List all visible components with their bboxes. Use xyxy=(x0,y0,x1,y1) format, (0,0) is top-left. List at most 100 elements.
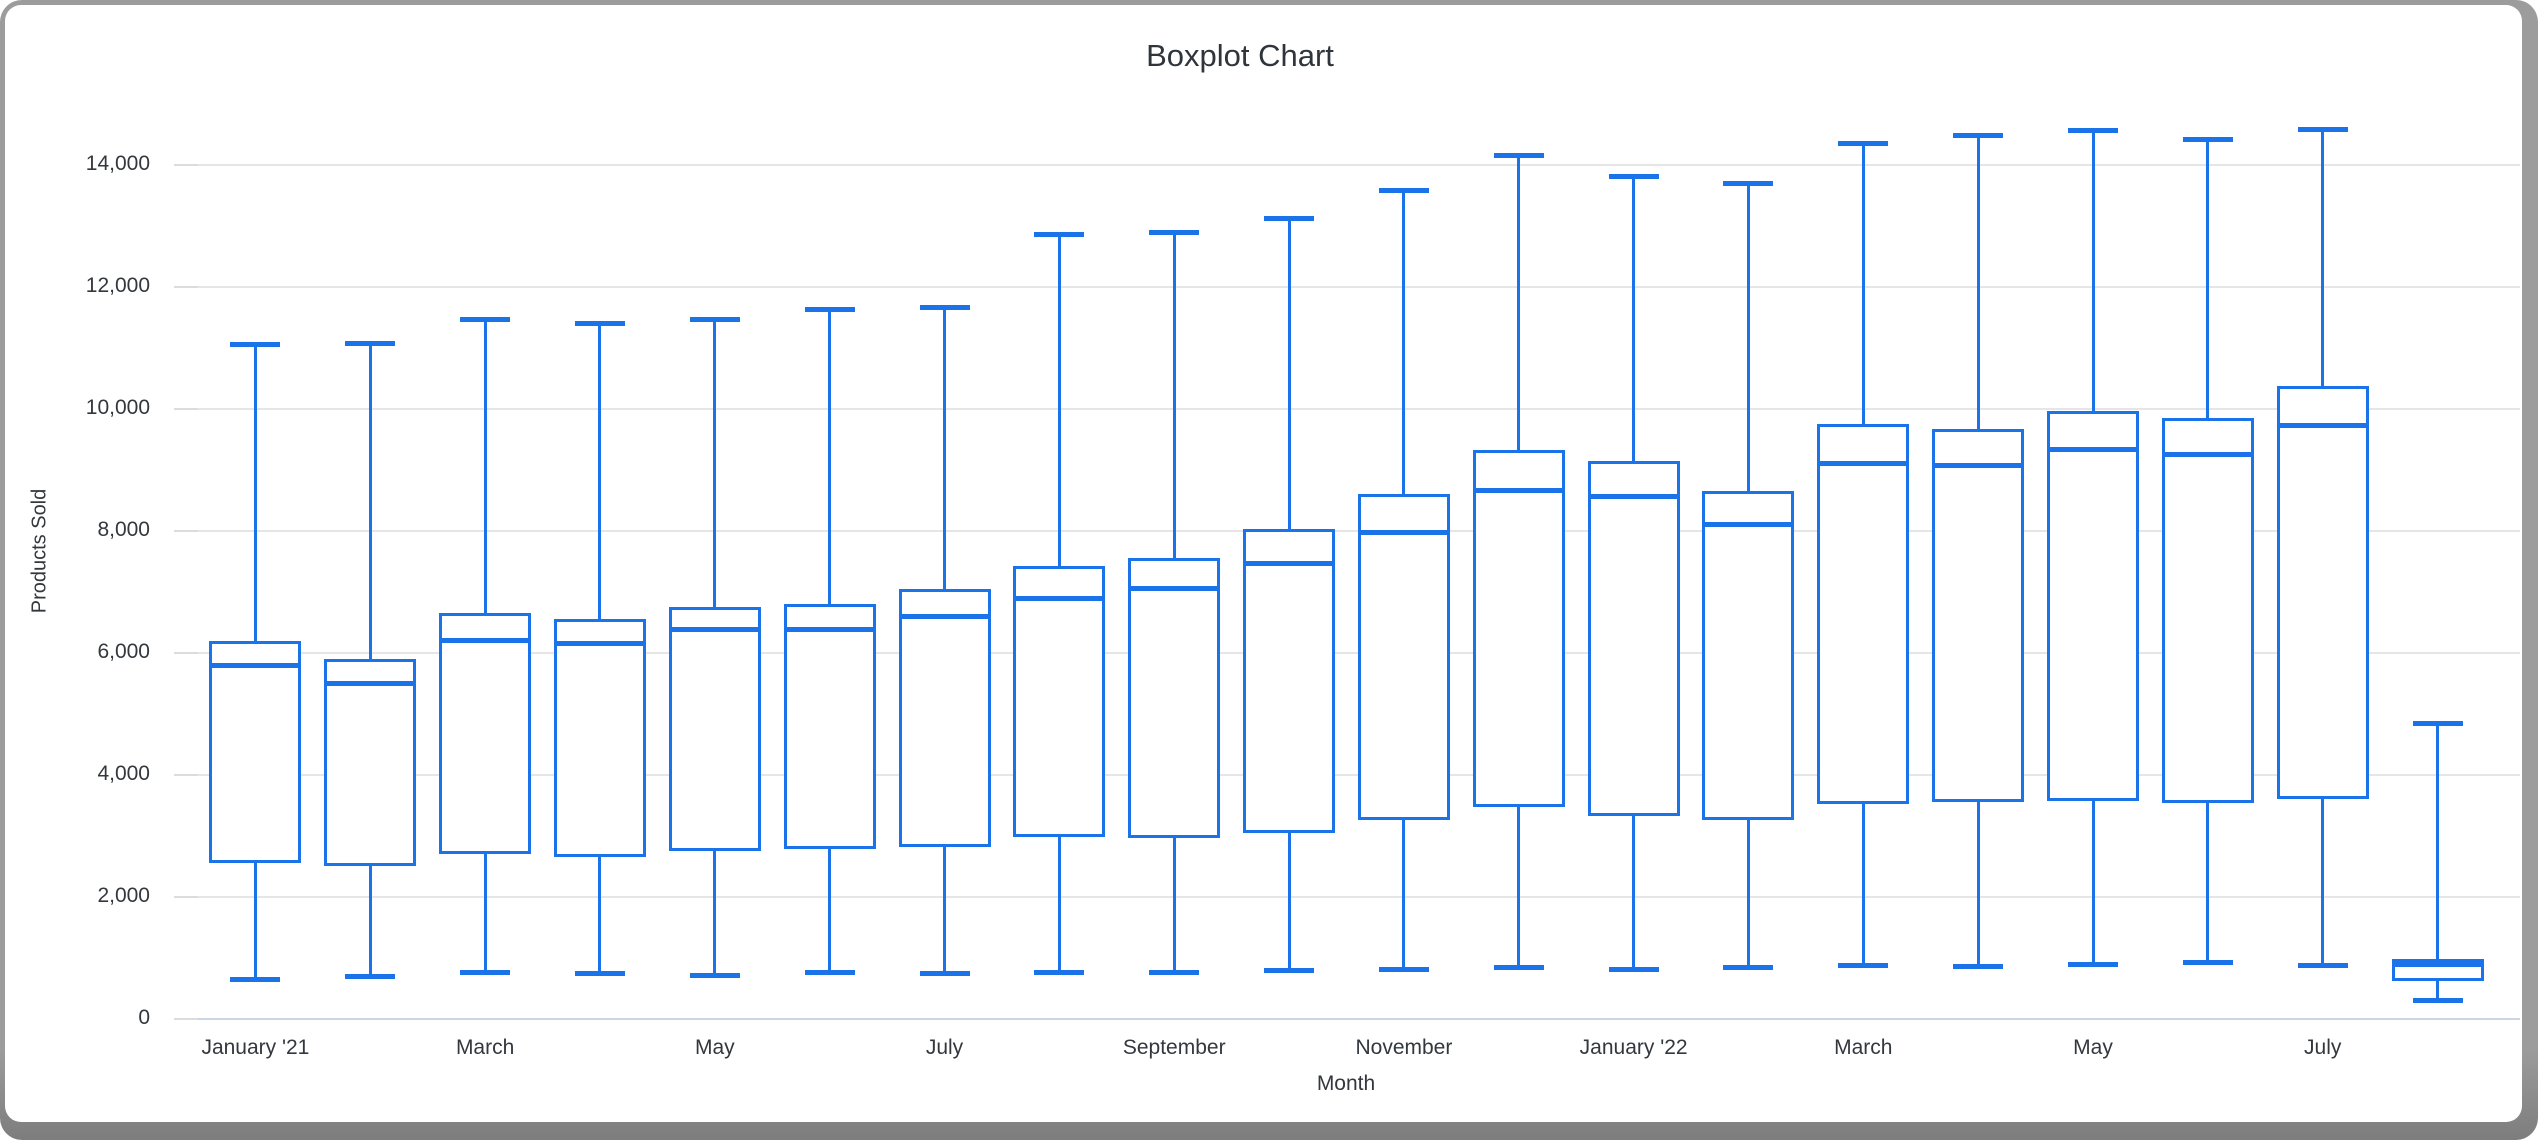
x-tick-label: January '21 xyxy=(201,1036,310,1059)
iqr-box xyxy=(1702,490,1795,820)
y-axis-title: Products Sold xyxy=(28,488,51,614)
whisker-cap-min xyxy=(1608,967,1659,973)
whisker-cap-min xyxy=(1723,965,1774,971)
iqr-box xyxy=(668,607,761,852)
median-line xyxy=(898,613,991,619)
whisker-cap-min xyxy=(919,970,970,976)
y-tick-mark xyxy=(174,530,198,532)
median-line xyxy=(1817,461,1910,467)
whisker-cap-max xyxy=(1493,153,1544,159)
whisker-cap-min xyxy=(1034,969,1085,975)
y-tick-label: 4,000 xyxy=(97,762,150,785)
median-line xyxy=(553,641,646,647)
iqr-box xyxy=(898,588,991,847)
whisker-cap-min xyxy=(1493,965,1544,971)
y-tick-label: 0 xyxy=(138,1006,150,1029)
y-tick-label: 10,000 xyxy=(85,396,150,419)
whisker-cap-min xyxy=(1838,962,1889,968)
median-line xyxy=(783,627,876,633)
iqr-box xyxy=(439,613,532,855)
median-line xyxy=(324,681,417,686)
x-tick-label: May xyxy=(694,1036,735,1059)
whisker-cap-max xyxy=(689,316,740,322)
iqr-box xyxy=(1243,529,1336,833)
whisker-cap-max xyxy=(2297,126,2348,132)
iqr-box xyxy=(324,659,417,867)
chart-title: Boxplot Chart xyxy=(1146,38,1334,73)
median-line xyxy=(2161,451,2254,457)
whisker-cap-max xyxy=(574,321,625,327)
whisker-cap-max xyxy=(1723,181,1774,187)
whisker-cap-max xyxy=(1838,141,1889,147)
y-tick-label: 6,000 xyxy=(97,640,150,663)
gridline-0 xyxy=(198,1018,2520,1020)
whisker-cap-max xyxy=(2182,137,2233,143)
whisker-cap-max xyxy=(460,317,511,323)
whisker-cap-min xyxy=(574,971,625,977)
iqr-box xyxy=(783,604,876,849)
y-tick-mark xyxy=(174,164,198,166)
y-tick-label: 2,000 xyxy=(97,884,150,907)
median-line xyxy=(1357,530,1450,536)
whisker-cap-min xyxy=(460,969,511,975)
median-line xyxy=(439,638,532,644)
gridline-10000 xyxy=(198,408,2520,410)
iqr-box xyxy=(553,619,646,858)
x-tick-label: January '22 xyxy=(1579,1036,1688,1059)
whisker-cap-max xyxy=(345,340,396,346)
whisker-cap-max xyxy=(919,304,970,310)
y-tick-label: 8,000 xyxy=(97,518,150,541)
iqr-box xyxy=(1013,566,1106,837)
x-tick-label: July xyxy=(2304,1036,2342,1059)
whisker-cap-min xyxy=(2182,959,2233,965)
whisker-cap-max xyxy=(1264,215,1315,221)
iqr-box xyxy=(1587,460,1680,816)
median-line xyxy=(1013,595,1106,601)
whisker-line xyxy=(2436,723,2440,1001)
whisker-cap-min xyxy=(230,976,281,982)
whisker-cap-max xyxy=(230,342,281,348)
iqr-box xyxy=(1817,423,1910,805)
median-line xyxy=(1243,560,1336,566)
x-tick-label: March xyxy=(455,1036,515,1059)
median-line xyxy=(209,662,302,668)
whisker-cap-min xyxy=(1378,967,1429,973)
iqr-box xyxy=(209,640,302,864)
median-line xyxy=(1472,488,1565,494)
median-line xyxy=(2047,447,2140,453)
y-tick-label: 14,000 xyxy=(85,152,150,175)
whisker-cap-min xyxy=(804,970,855,976)
x-axis-title: Month xyxy=(1316,1072,1376,1095)
whisker-cap-max xyxy=(1034,232,1085,238)
iqr-box xyxy=(1472,449,1565,808)
median-line xyxy=(1128,586,1221,592)
y-tick-label: 12,000 xyxy=(85,274,150,297)
y-tick-mark xyxy=(174,1018,198,1020)
iqr-box xyxy=(2047,411,2140,801)
iqr-box xyxy=(1357,494,1450,820)
whisker-cap-max xyxy=(1953,133,2004,139)
whisker-cap-max xyxy=(1378,188,1429,194)
gridline-2000 xyxy=(198,896,2520,898)
whisker-cap-max xyxy=(2412,720,2463,726)
whisker-cap-min xyxy=(1264,968,1315,974)
iqr-box xyxy=(2161,417,2254,804)
y-tick-mark xyxy=(174,774,198,776)
whisker-cap-max xyxy=(804,307,855,313)
y-tick-mark xyxy=(174,896,198,898)
whisker-cap-min xyxy=(2297,962,2348,968)
iqr-box xyxy=(1128,558,1221,839)
whisker-cap-min xyxy=(1953,963,2004,969)
median-line xyxy=(668,627,761,633)
gridline-12000 xyxy=(198,286,2520,288)
y-tick-mark xyxy=(174,652,198,654)
x-tick-label: July xyxy=(925,1036,964,1059)
y-tick-mark xyxy=(174,408,198,410)
median-line xyxy=(1587,493,1680,499)
median-line xyxy=(2391,961,2484,967)
whisker-cap-min xyxy=(345,973,396,979)
whisker-cap-min xyxy=(689,972,740,978)
